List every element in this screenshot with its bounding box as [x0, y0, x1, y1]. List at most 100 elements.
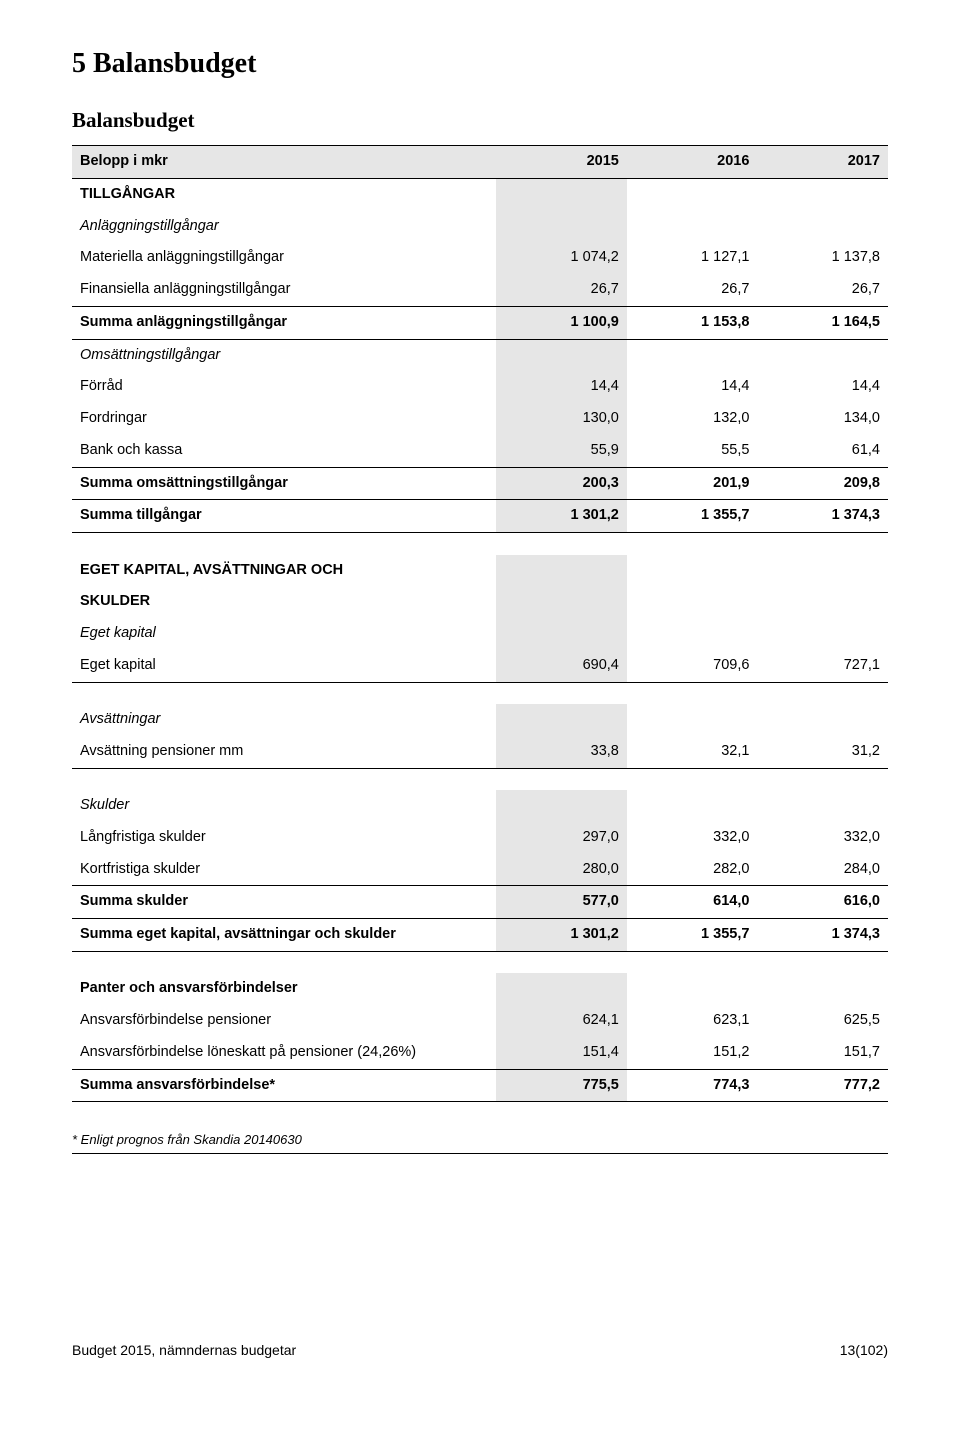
spacer-row	[72, 682, 888, 704]
sum-row: Summa eget kapital, avsättningar och sku…	[72, 919, 888, 952]
footer-divider	[72, 1153, 888, 1154]
cell-value: 55,9	[496, 435, 627, 467]
cell-value: 282,0	[627, 854, 758, 886]
cell-label: Summa tillgångar	[72, 500, 496, 533]
footer-left: Budget 2015, nämndernas budgetar	[72, 1342, 296, 1358]
cell-value: 1 301,2	[496, 919, 627, 952]
footer-right: 13(102)	[840, 1342, 888, 1358]
cell-value: 1 164,5	[757, 306, 888, 339]
cell-value: 1 374,3	[757, 500, 888, 533]
cell-value: 33,8	[496, 736, 627, 768]
cell-value: 151,2	[627, 1037, 758, 1069]
cell-value: 1 355,7	[627, 500, 758, 533]
cell-value: 61,4	[757, 435, 888, 467]
cell-value: 1 374,3	[757, 919, 888, 952]
fixed-assets-header-row: Anläggningstillgångar	[72, 211, 888, 243]
cell-value: 201,9	[627, 467, 758, 500]
cell-value: 32,1	[627, 736, 758, 768]
table-row: Ansvarsförbindelse pensioner 624,1 623,1…	[72, 1005, 888, 1037]
cell-value: 1 074,2	[496, 242, 627, 274]
liabilities-header-row: Skulder	[72, 790, 888, 822]
header-2015: 2015	[496, 146, 627, 179]
cell-label: Bank och kassa	[72, 435, 496, 467]
cell-value: 200,3	[496, 467, 627, 500]
cell-value: 332,0	[757, 822, 888, 854]
cell-value: 130,0	[496, 403, 627, 435]
cell-value: 280,0	[496, 854, 627, 886]
table-row: Långfristiga skulder 297,0 332,0 332,0	[72, 822, 888, 854]
table-row: Avsättning pensioner mm 33,8 32,1 31,2	[72, 736, 888, 768]
panter-header-row: Panter och ansvarsförbindelser	[72, 973, 888, 1005]
table-header-row: Belopp i mkr 2015 2016 2017	[72, 146, 888, 179]
cell-value: 690,4	[496, 650, 627, 682]
cell-value: 14,4	[627, 371, 758, 403]
cell-value: 26,7	[627, 274, 758, 306]
cell-value: 616,0	[757, 886, 888, 919]
cell-label: Kortfristiga skulder	[72, 854, 496, 886]
eget-kapital-header: Eget kapital	[72, 618, 496, 650]
fixed-assets-header: Anläggningstillgångar	[72, 211, 496, 243]
cell-label: Summa eget kapital, avsättningar och sku…	[72, 919, 496, 952]
cell-value: 1 153,8	[627, 306, 758, 339]
assets-header-row: TILLGÅNGAR	[72, 178, 888, 210]
cell-value: 132,0	[627, 403, 758, 435]
cell-value: 774,3	[627, 1069, 758, 1102]
provisions-header-row: Avsättningar	[72, 704, 888, 736]
cell-value: 777,2	[757, 1069, 888, 1102]
equity-header-row: EGET KAPITAL, AVSÄTTNINGAR OCH	[72, 555, 888, 587]
cell-value: 625,5	[757, 1005, 888, 1037]
panter-header: Panter och ansvarsförbindelser	[72, 973, 496, 1005]
cell-value: 709,6	[627, 650, 758, 682]
page-footer: Budget 2015, nämndernas budgetar 13(102)	[72, 1334, 888, 1358]
cell-label: Summa skulder	[72, 886, 496, 919]
cell-label: Långfristiga skulder	[72, 822, 496, 854]
current-assets-header-row: Omsättningstillgångar	[72, 339, 888, 371]
table-row: Bank och kassa 55,9 55,5 61,4	[72, 435, 888, 467]
liabilities-header: Skulder	[72, 790, 496, 822]
cell-value: 1 301,2	[496, 500, 627, 533]
table-row: Fordringar 130,0 132,0 134,0	[72, 403, 888, 435]
eget-kapital-header-row: Eget kapital	[72, 618, 888, 650]
header-2017: 2017	[757, 146, 888, 179]
cell-value: 31,2	[757, 736, 888, 768]
cell-label: Ansvarsförbindelse löneskatt på pensione…	[72, 1037, 496, 1069]
sum-row: Summa ansvarsförbindelse* 775,5 774,3 77…	[72, 1069, 888, 1102]
cell-value: 26,7	[496, 274, 627, 306]
cell-value: 284,0	[757, 854, 888, 886]
sum-row: Summa omsättningstillgångar 200,3 201,9 …	[72, 467, 888, 500]
table-row: Finansiella anläggningstillgångar 26,7 2…	[72, 274, 888, 306]
current-assets-header: Omsättningstillgångar	[72, 339, 496, 371]
cell-value: 209,8	[757, 467, 888, 500]
table-row: Ansvarsförbindelse löneskatt på pensione…	[72, 1037, 888, 1069]
table-row: Förråd 14,4 14,4 14,4	[72, 371, 888, 403]
cell-label: Avsättning pensioner mm	[72, 736, 496, 768]
page-title: 5 Balansbudget	[72, 48, 888, 80]
cell-value: 624,1	[496, 1005, 627, 1037]
sum-row: Summa skulder 577,0 614,0 616,0	[72, 886, 888, 919]
cell-value: 775,5	[496, 1069, 627, 1102]
cell-value: 727,1	[757, 650, 888, 682]
cell-value: 577,0	[496, 886, 627, 919]
cell-value: 1 100,9	[496, 306, 627, 339]
cell-value: 14,4	[757, 371, 888, 403]
cell-label: Materiella anläggningstillgångar	[72, 242, 496, 274]
cell-label: Summa ansvarsförbindelse*	[72, 1069, 496, 1102]
table-row: Kortfristiga skulder 280,0 282,0 284,0	[72, 854, 888, 886]
sum-row: Summa tillgångar 1 301,2 1 355,7 1 374,3	[72, 500, 888, 533]
cell-label: Ansvarsförbindelse pensioner	[72, 1005, 496, 1037]
cell-value: 26,7	[757, 274, 888, 306]
footnote: * Enligt prognos från Skandia 20140630	[72, 1132, 888, 1147]
table-row: Eget kapital 690,4 709,6 727,1	[72, 650, 888, 682]
cell-value: 614,0	[627, 886, 758, 919]
cell-value: 1 355,7	[627, 919, 758, 952]
cell-value: 14,4	[496, 371, 627, 403]
table-row: Materiella anläggningstillgångar 1 074,2…	[72, 242, 888, 274]
cell-value: 134,0	[757, 403, 888, 435]
cell-label: Förråd	[72, 371, 496, 403]
spacer-row	[72, 768, 888, 790]
sum-row: Summa anläggningstillgångar 1 100,9 1 15…	[72, 306, 888, 339]
header-label: Belopp i mkr	[72, 146, 496, 179]
cell-value: 332,0	[627, 822, 758, 854]
cell-value: 55,5	[627, 435, 758, 467]
equity-header-1: EGET KAPITAL, AVSÄTTNINGAR OCH	[72, 555, 496, 587]
